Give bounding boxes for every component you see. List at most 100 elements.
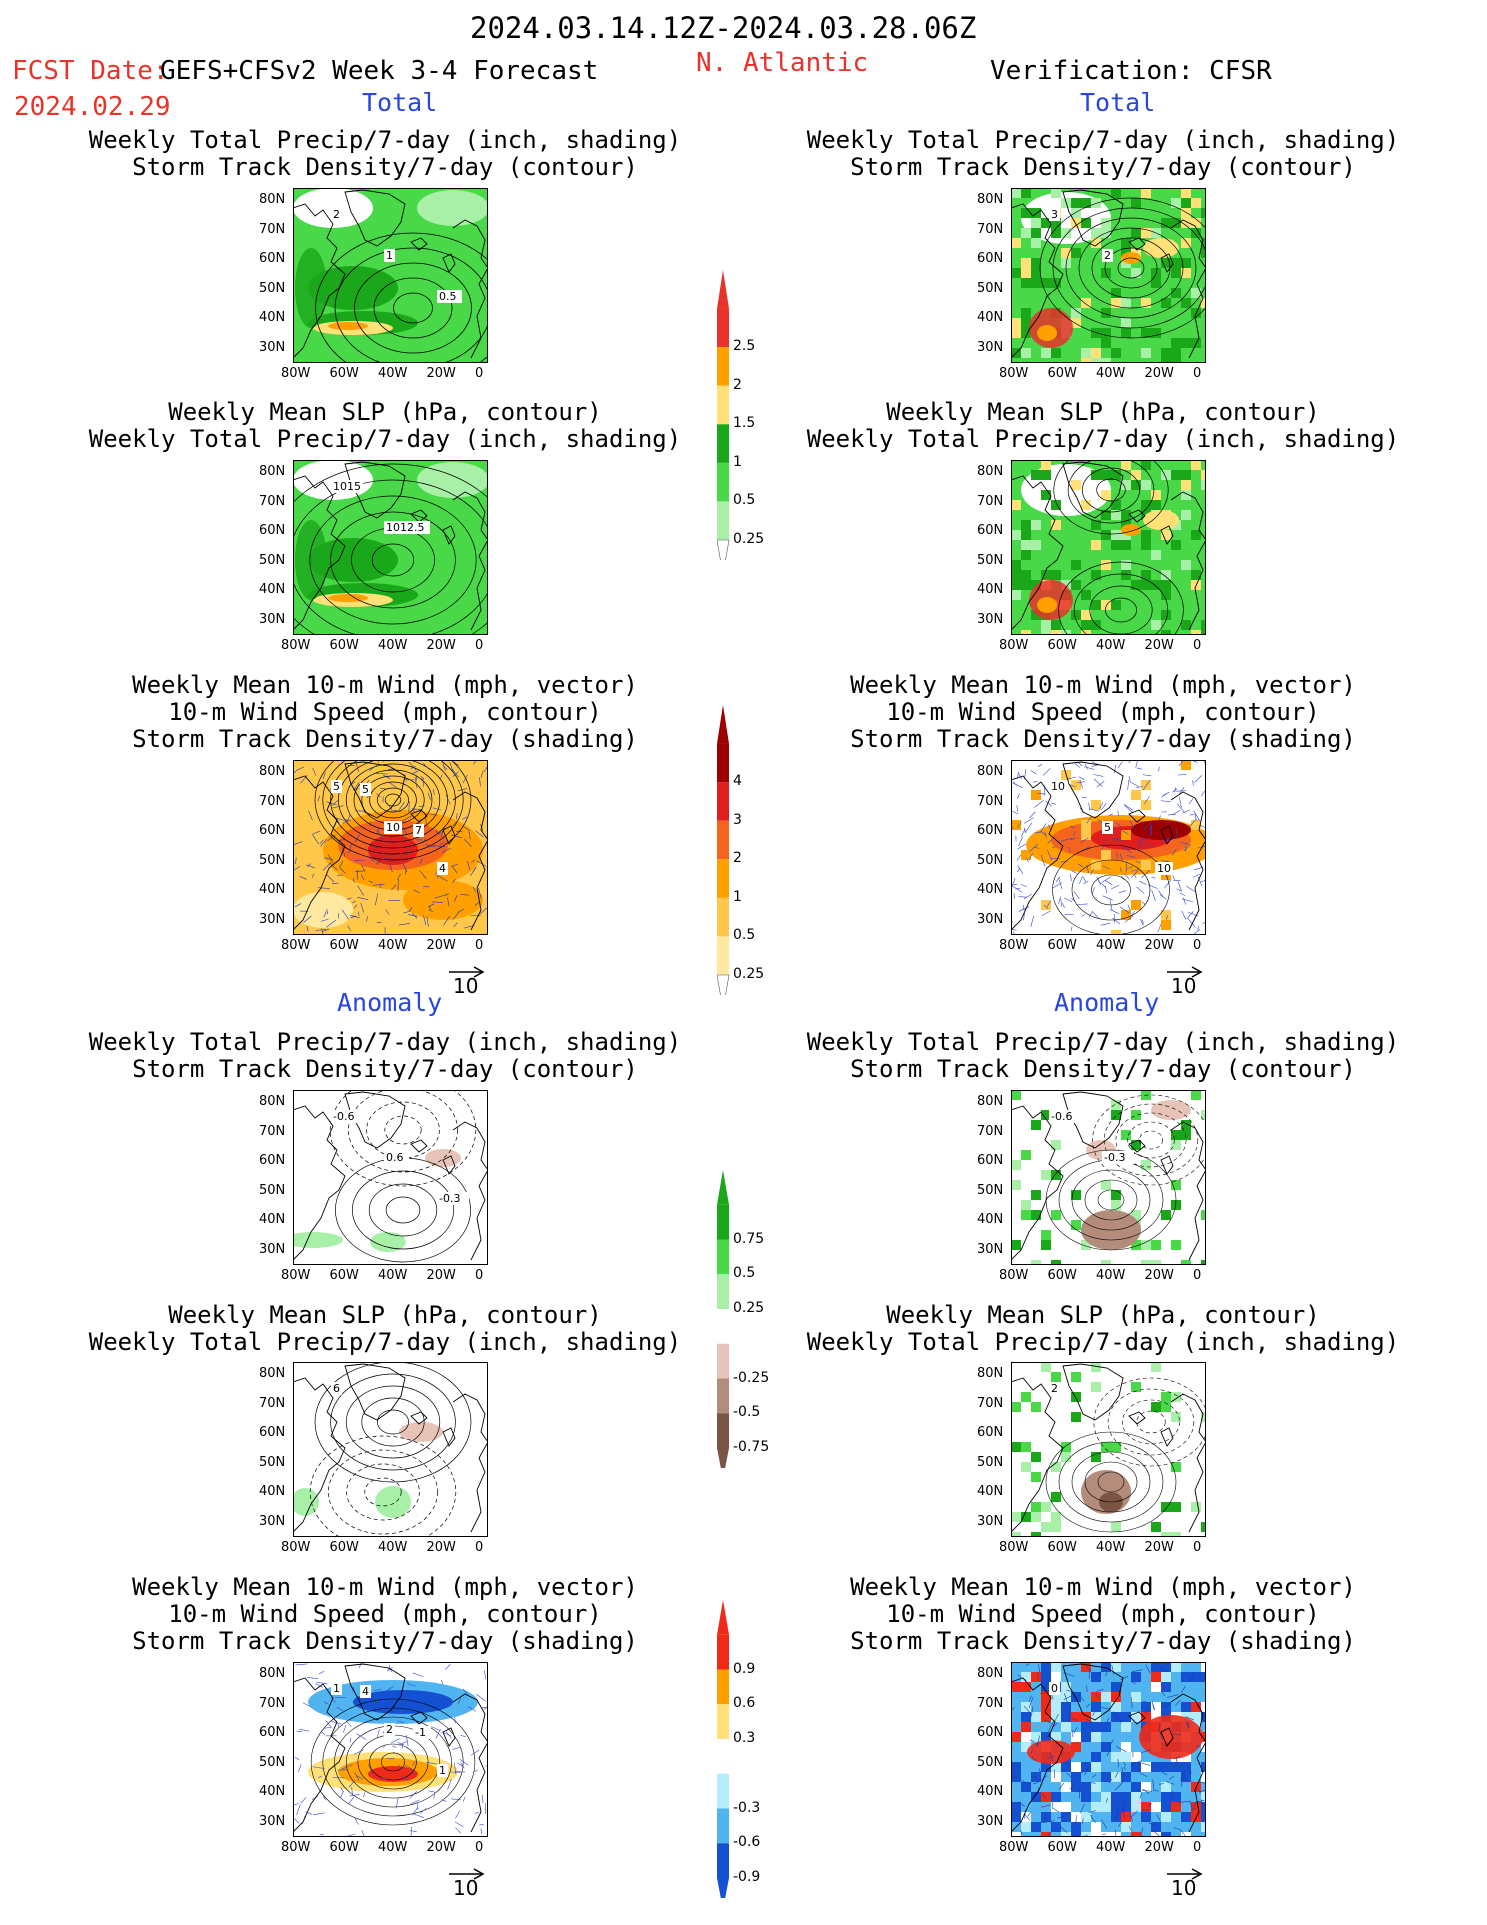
lon-tick-label: 60W xyxy=(1047,366,1077,381)
lat-tick-label: 60N xyxy=(259,823,286,838)
lon-tick-label: 60W xyxy=(329,1840,359,1855)
contour-label: 6 xyxy=(333,1382,340,1395)
lat-tick-label: 30N xyxy=(977,611,1004,627)
region-label: N. Atlantic xyxy=(696,48,869,78)
title-fc-slp-1: Weekly Mean SLP (hPa, contour) xyxy=(168,398,602,426)
lon-tick-label: 40W xyxy=(1096,638,1126,653)
title-fa-storm-1: Weekly Total Precip/7-day (inch, shading… xyxy=(88,1028,682,1056)
lat-tick-label: 60N xyxy=(977,823,1004,838)
verification-label: Verification: CFSR xyxy=(990,56,1272,86)
contour-label: 5 xyxy=(333,780,340,793)
title-oa-storm-1: Weekly Total Precip/7-day (inch, shading… xyxy=(806,1028,1400,1056)
vector-ref-label: 10 xyxy=(1171,1876,1197,1900)
lon-tick-label: 60W xyxy=(329,1268,359,1283)
lat-tick-label: 80N xyxy=(259,1666,286,1681)
lon-tick-label: 40W xyxy=(378,638,408,653)
title-fc-storm-1: Weekly Total Precip/7-day (inch, shading… xyxy=(88,126,682,154)
lon-tick-label: 20W xyxy=(1144,638,1174,653)
colorbar-label: 3 xyxy=(733,811,742,828)
lon-tick-label: 60W xyxy=(329,938,359,953)
lat-tick-label: 50N xyxy=(977,1754,1004,1770)
lon-tick-label: 40W xyxy=(1096,938,1126,953)
lat-tick-label: 30N xyxy=(977,339,1004,355)
lat-tick-label: 40N xyxy=(259,1784,286,1799)
contour-label: -1 xyxy=(415,1726,426,1739)
section-anomaly-left: Anomaly xyxy=(337,988,443,1017)
lat-tick-label: 80N xyxy=(977,1094,1004,1109)
colorbar-label: 1 xyxy=(733,888,742,905)
section-total-left: Total xyxy=(362,88,438,117)
lat-tick-label: 40N xyxy=(977,1484,1004,1499)
lat-tick-label: 70N xyxy=(259,1395,286,1411)
lon-tick-label: 40W xyxy=(378,938,408,953)
lon-tick-label: 20W xyxy=(426,1540,456,1555)
lon-tick-label: 60W xyxy=(1047,938,1077,953)
lon-tick-label: 60W xyxy=(329,1540,359,1555)
lat-tick-label: 80N xyxy=(259,1094,286,1109)
map-plot: 32 xyxy=(1011,188,1206,363)
lat-tick-label: 50N xyxy=(259,1754,286,1770)
title-ob-storm-2: Storm Track Density/7-day (contour) xyxy=(850,153,1356,181)
contour-label: 1 xyxy=(439,1764,446,1777)
lon-tick-label: 0 xyxy=(475,938,484,953)
lat-tick-label: 70N xyxy=(977,793,1004,809)
title-fc-slp-2: Weekly Total Precip/7-day (inch, shading… xyxy=(88,425,682,453)
map-panel-ob-wind: 10 5 10 xyxy=(1011,760,1206,935)
map-panel-fa-wind: 1 2 1 4 -1 xyxy=(293,1662,488,1837)
contour-label: 1 xyxy=(333,1682,340,1695)
lat-tick-label: 60N xyxy=(977,251,1004,266)
colorbar-label: -0.9 xyxy=(733,1869,761,1885)
lat-tick-label: 50N xyxy=(259,1454,286,1470)
lat-tick-label: 80N xyxy=(259,1366,286,1381)
title-oa-slp-1: Weekly Mean SLP (hPa, contour) xyxy=(886,1301,1320,1329)
map-plot: 5 10 4 5 7 xyxy=(293,760,488,935)
title-oa-storm-2: Storm Track Density/7-day (contour) xyxy=(850,1055,1356,1083)
colorbar-label: -0.3 xyxy=(733,1799,761,1816)
lon-tick-label: 80W xyxy=(281,1840,311,1855)
lat-tick-label: 80N xyxy=(259,192,286,207)
lon-tick-label: 20W xyxy=(1144,1840,1174,1855)
fcst-date-label: FCST Date: xyxy=(12,56,169,86)
lon-tick-label: 80W xyxy=(999,638,1029,653)
lon-tick-label: 20W xyxy=(1144,1268,1174,1283)
lat-tick-label: 50N xyxy=(977,1182,1004,1198)
map-plot: 6 xyxy=(293,1362,488,1537)
colorbar-label: 0.9 xyxy=(733,1660,756,1677)
title-fa-slp-2: Weekly Total Precip/7-day (inch, shading… xyxy=(88,1328,682,1356)
section-anomaly-right: Anomaly xyxy=(1054,988,1160,1017)
contour-label: 2 xyxy=(386,1723,393,1736)
vector-ref-arrow xyxy=(449,1868,485,1880)
lat-tick-label: 60N xyxy=(259,1153,286,1168)
colorbar-label: 0.25 xyxy=(733,966,765,982)
contour-label: 10 xyxy=(1051,780,1065,793)
map-panel-fa-slp: 6 xyxy=(293,1362,488,1537)
contour-label: 7 xyxy=(415,824,422,837)
contour-label: 2 xyxy=(333,208,340,221)
map-plot: 1 2 1 4 -1 xyxy=(293,1662,488,1837)
lat-tick-label: 80N xyxy=(977,464,1004,479)
lon-tick-label: 60W xyxy=(329,366,359,381)
lat-tick-label: 40N xyxy=(977,1784,1004,1799)
section-total-right: Total xyxy=(1080,88,1156,117)
lon-tick-label: 80W xyxy=(281,938,311,953)
title-ob-slp-1: Weekly Mean SLP (hPa, contour) xyxy=(886,398,1320,426)
lon-tick-label: 0 xyxy=(475,366,484,381)
lon-tick-label: 0 xyxy=(1193,1840,1202,1855)
lat-tick-label: 60N xyxy=(259,1725,286,1740)
lon-tick-label: 20W xyxy=(426,1840,456,1855)
lat-tick-label: 40N xyxy=(259,1212,286,1227)
lon-tick-label: 20W xyxy=(426,1268,456,1283)
lat-tick-label: 60N xyxy=(977,1425,1004,1440)
colorbar-label: 0.75 xyxy=(733,1230,765,1247)
lat-tick-label: 30N xyxy=(977,911,1004,927)
colorbar-label: 2 xyxy=(733,850,742,867)
lon-tick-label: 80W xyxy=(281,638,311,653)
lat-tick-label: 50N xyxy=(259,280,286,296)
contour-label: 3 xyxy=(1051,208,1058,221)
colorbar-precip_anom xyxy=(717,1170,787,1480)
lat-tick-label: 70N xyxy=(977,1695,1004,1711)
fcst-date: 2024.02.29 xyxy=(14,92,171,122)
title-oa-slp-2: Weekly Total Precip/7-day (inch, shading… xyxy=(806,1328,1400,1356)
lon-tick-label: 60W xyxy=(1047,1540,1077,1555)
